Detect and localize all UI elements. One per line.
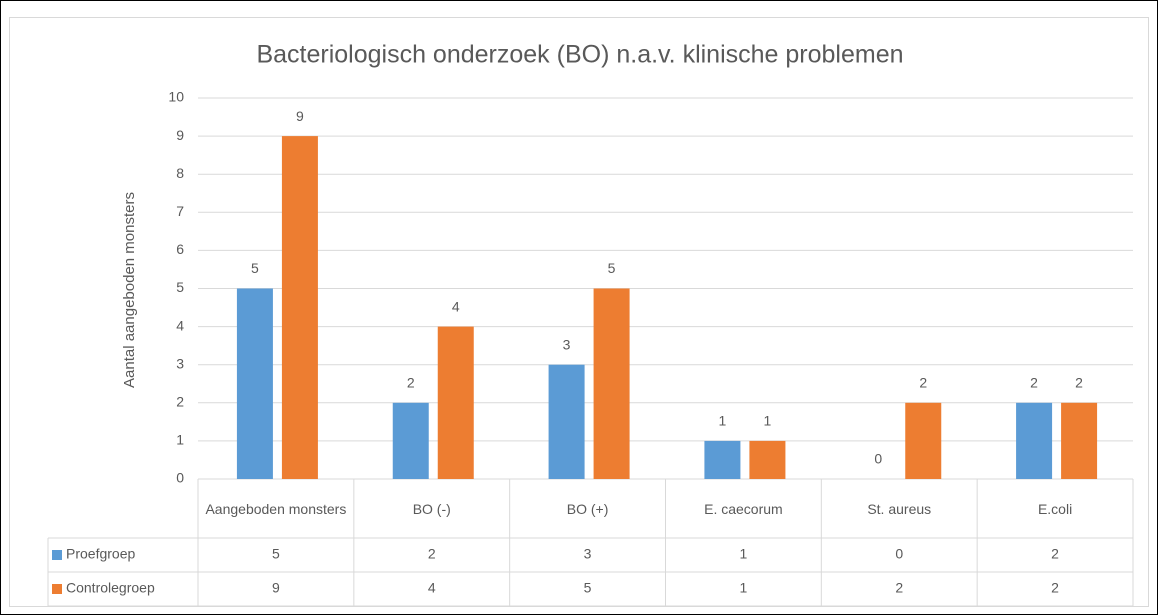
legend-label: Proefgroep — [66, 546, 135, 562]
table-cell: 9 — [272, 580, 280, 596]
x-tick-label-box: St. aureus — [867, 500, 932, 517]
y-tick-label: 0 — [176, 470, 184, 486]
x-tick-label: BO (-) — [412, 500, 451, 517]
data-label: 1 — [764, 413, 772, 429]
legend-swatch — [52, 584, 62, 594]
data-label: 2 — [1075, 375, 1083, 391]
bar — [749, 440, 786, 479]
y-tick-label: 3 — [176, 355, 184, 371]
x-tick-label: BO (+) — [566, 500, 609, 517]
data-label: 4 — [452, 298, 460, 314]
data-label: 2 — [407, 375, 415, 391]
table-cell: 5 — [272, 546, 280, 562]
x-tick-label: Aangeboden monsters — [205, 500, 347, 517]
bar — [905, 402, 942, 479]
table-cell: 1 — [740, 580, 748, 596]
data-label: 3 — [563, 336, 571, 352]
y-tick-label: 5 — [176, 279, 184, 295]
x-tick-label-box: BO (+) — [566, 500, 609, 517]
y-tick-label: 1 — [176, 432, 184, 448]
y-axis-label: Aantal aangeboden monsters — [121, 192, 138, 388]
y-tick-label: 6 — [176, 241, 184, 257]
table-cell: 0 — [895, 546, 903, 562]
table-cell: 4 — [428, 580, 436, 596]
legend-label: Controlegroep — [66, 580, 155, 596]
y-tick-label: 2 — [176, 394, 184, 410]
x-tick-label: St. aureus — [867, 500, 932, 517]
chart-frame — [9, 17, 1149, 607]
bar — [704, 440, 741, 479]
legend-swatch — [52, 550, 62, 560]
y-tick-label: 7 — [176, 203, 184, 219]
bar — [236, 288, 273, 479]
bar — [548, 364, 585, 479]
x-tick-label-box: E. caecorum — [704, 500, 783, 517]
x-tick-label-box: BO (-) — [412, 500, 451, 517]
data-label: 1 — [719, 413, 727, 429]
y-tick-label: 10 — [168, 89, 184, 105]
table-cell: 5 — [584, 580, 592, 596]
bar — [437, 326, 474, 479]
table-cell: 3 — [584, 546, 592, 562]
table-cell: 2 — [428, 546, 436, 562]
bar — [593, 288, 630, 479]
x-tick-label: E. caecorum — [704, 500, 783, 517]
table-cell: 2 — [1051, 580, 1059, 596]
data-label: 0 — [874, 451, 882, 467]
x-tick-label: E.coli — [1037, 500, 1073, 517]
table-cell: 1 — [740, 546, 748, 562]
data-label: 5 — [251, 260, 259, 276]
data-label: 2 — [1030, 375, 1038, 391]
bar — [1016, 402, 1053, 479]
y-tick-label: 4 — [176, 317, 184, 333]
bar — [392, 402, 429, 479]
chart-title: Bacteriologisch onderzoek (BO) n.a.v. kl… — [256, 41, 903, 69]
y-tick-label: 8 — [176, 165, 184, 181]
y-tick-label: 9 — [176, 127, 184, 143]
bar — [281, 136, 318, 479]
data-label: 5 — [608, 260, 616, 276]
x-tick-label-box: Aangeboden monsters — [205, 500, 347, 517]
x-tick-label-box: E.coli — [1037, 500, 1073, 517]
table-cell: 2 — [895, 580, 903, 596]
table-cell: 2 — [1051, 546, 1059, 562]
data-label: 2 — [919, 375, 927, 391]
bar — [1061, 402, 1098, 479]
data-label: 9 — [296, 108, 304, 124]
